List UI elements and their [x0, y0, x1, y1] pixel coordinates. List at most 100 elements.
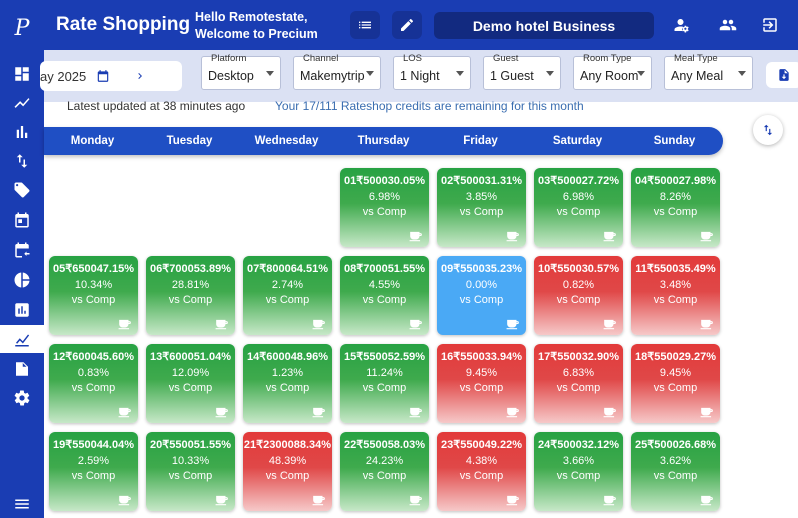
channel-select[interactable]: Channel Makemytrip	[293, 53, 381, 90]
list-view-button[interactable]	[350, 11, 380, 39]
cell-vs-comp: vs Comp	[556, 206, 601, 218]
cell-rate: 08₹700051.55%	[343, 263, 425, 275]
day-cell-03[interactable]: 03₹500027.72% 6.98% vs Comp	[534, 168, 623, 247]
pencil-icon	[401, 19, 413, 31]
cell-vs-comp: vs Comp	[459, 382, 504, 394]
platform-select[interactable]: Platform Desktop	[201, 53, 281, 90]
meal-type-select[interactable]: Meal Type Any Meal	[664, 54, 753, 90]
day-cell-17[interactable]: 17₹550032.90% 6.83% vs Comp	[534, 344, 623, 423]
day-cell-20[interactable]: 20₹550051.55% 10.33% vs Comp	[146, 432, 235, 511]
brand-logo[interactable]: P	[14, 15, 30, 41]
cell-diff: 4.55%	[368, 279, 401, 291]
cell-rate: 12₹600045.60%	[52, 351, 134, 363]
dashboard-icon[interactable]	[0, 60, 44, 88]
day-cell-23[interactable]: 23₹550049.22% 4.38% vs Comp	[437, 432, 526, 511]
weekday-header: Monday Tuesday Wednesday Thursday Friday…	[44, 127, 723, 155]
settings-icon[interactable]	[0, 384, 44, 412]
platform-label: Platform	[211, 53, 247, 64]
cell-rate: 03₹500027.72%	[537, 175, 619, 187]
list-icon	[359, 21, 371, 29]
cell-vs-comp: vs Comp	[168, 294, 213, 306]
date-picker[interactable]: ay 2025	[40, 61, 182, 91]
day-cell-08[interactable]: 08₹700051.55% 4.55% vs Comp	[340, 256, 429, 335]
pie-chart-icon[interactable]	[0, 266, 44, 294]
cell-rate: 04₹500027.98%	[634, 175, 716, 187]
day-cell-06[interactable]: 06₹700053.89% 28.81% vs Comp	[146, 256, 235, 335]
cell-vs-comp: vs Comp	[362, 470, 407, 482]
cell-vs-comp: vs Comp	[362, 382, 407, 394]
cell-vs-comp: vs Comp	[362, 294, 407, 306]
guest-select[interactable]: Guest 1 Guest	[483, 53, 561, 90]
menu-icon[interactable]	[0, 490, 44, 518]
day-cell-19[interactable]: 19₹550044.04% 2.59% vs Comp	[49, 432, 138, 511]
cell-diff: 48.39%	[268, 455, 307, 467]
day-cell-12[interactable]: 12₹600045.60% 0.83% vs Comp	[49, 344, 138, 423]
cell-vs-comp: vs Comp	[653, 206, 698, 218]
rate-shopping-icon[interactable]	[0, 325, 44, 353]
cell-vs-comp: vs Comp	[168, 470, 213, 482]
los-value: 1 Night	[400, 69, 440, 83]
event-repeat-icon[interactable]	[0, 236, 44, 264]
sort-arrows-icon[interactable]	[0, 147, 44, 175]
cell-rate: 19₹550044.04%	[52, 439, 134, 451]
cell-diff: 0.83%	[77, 367, 110, 379]
chevron-down-icon	[546, 71, 554, 76]
cell-rate: 09₹550035.23%	[440, 263, 522, 275]
export-button[interactable]	[766, 62, 798, 88]
day-cell-14[interactable]: 14₹600048.96% 1.23% vs Comp	[243, 344, 332, 423]
day-cell-11[interactable]: 11₹550035.49% 3.48% vs Comp	[631, 256, 720, 335]
chevron-down-icon	[738, 71, 746, 76]
cell-rate: 01₹500030.05%	[343, 175, 425, 187]
cell-vs-comp: vs Comp	[653, 294, 698, 306]
day-cell-18[interactable]: 18₹550029.27% 9.45% vs Comp	[631, 344, 720, 423]
cell-diff: 6.98%	[368, 191, 401, 203]
analytics-icon[interactable]	[0, 296, 44, 324]
hotel-selector[interactable]: Demo hotel Business	[434, 12, 654, 39]
meal-cup-icon	[603, 229, 617, 242]
swap-view-button[interactable]	[753, 115, 783, 145]
weekday-friday: Friday	[463, 135, 498, 147]
day-cell-15[interactable]: 15₹550052.59% 11.24% vs Comp	[340, 344, 429, 423]
channel-label: Channel	[303, 53, 339, 64]
users-icon[interactable]	[716, 13, 740, 37]
day-cell-04[interactable]: 04₹500027.98% 8.26% vs Comp	[631, 168, 720, 247]
trend-icon[interactable]	[0, 89, 44, 117]
cell-diff: 2.59%	[77, 455, 110, 467]
day-cell-09[interactable]: 09₹550035.23% 0.00% vs Comp	[437, 256, 526, 335]
greeting-line-2: Welcome to Precium	[195, 27, 318, 41]
day-cell-25[interactable]: 25₹500026.68% 3.62% vs Comp	[631, 432, 720, 511]
weekday-sunday: Sunday	[653, 135, 696, 147]
meal-type-value: Any Meal	[671, 69, 724, 83]
day-cell-22[interactable]: 22₹550058.03% 24.23% vs Comp	[340, 432, 429, 511]
user-settings-icon[interactable]	[670, 13, 694, 37]
day-cell-01[interactable]: 01₹500030.05% 6.98% vs Comp	[340, 168, 429, 247]
day-cell-16[interactable]: 16₹550033.94% 9.45% vs Comp	[437, 344, 526, 423]
guest-label: Guest	[493, 53, 519, 64]
los-label: LOS	[403, 53, 423, 64]
calendar-icon[interactable]	[0, 206, 44, 234]
day-cell-07[interactable]: 07₹800064.51% 2.74% vs Comp	[243, 256, 332, 335]
next-month-icon[interactable]	[134, 70, 146, 82]
calendar-icon[interactable]	[96, 69, 110, 83]
meal-cup-icon	[700, 229, 714, 242]
cell-rate: 25₹500026.68%	[634, 439, 716, 451]
logout-icon[interactable]	[758, 13, 782, 37]
sidebar: P	[0, 0, 44, 518]
day-cell-13[interactable]: 13₹600051.04% 12.09% vs Comp	[146, 344, 235, 423]
chevron-down-icon	[456, 71, 464, 76]
bar-chart-icon[interactable]	[0, 118, 44, 146]
date-text: ay 2025	[40, 68, 87, 84]
day-cell-05[interactable]: 05₹650047.15% 10.34% vs Comp	[49, 256, 138, 335]
day-cell-02[interactable]: 02₹500031.31% 3.85% vs Comp	[437, 168, 526, 247]
edit-button[interactable]	[392, 11, 422, 39]
room-type-select[interactable]: Room Type Any Room	[573, 54, 652, 90]
top-header: Rate Shopping Hello Remotestate, Welcome…	[44, 0, 798, 50]
day-cell-10[interactable]: 10₹550030.57% 0.82% vs Comp	[534, 256, 623, 335]
meal-cup-icon	[700, 405, 714, 418]
tag-icon[interactable]	[0, 176, 44, 204]
day-cell-24[interactable]: 24₹500032.12% 3.66% vs Comp	[534, 432, 623, 511]
reports-icon[interactable]	[0, 355, 44, 383]
day-cell-21[interactable]: 21₹2300088.34% 48.39% vs Comp	[243, 432, 332, 511]
los-select[interactable]: LOS 1 Night	[393, 53, 471, 90]
chevron-down-icon	[366, 71, 374, 76]
